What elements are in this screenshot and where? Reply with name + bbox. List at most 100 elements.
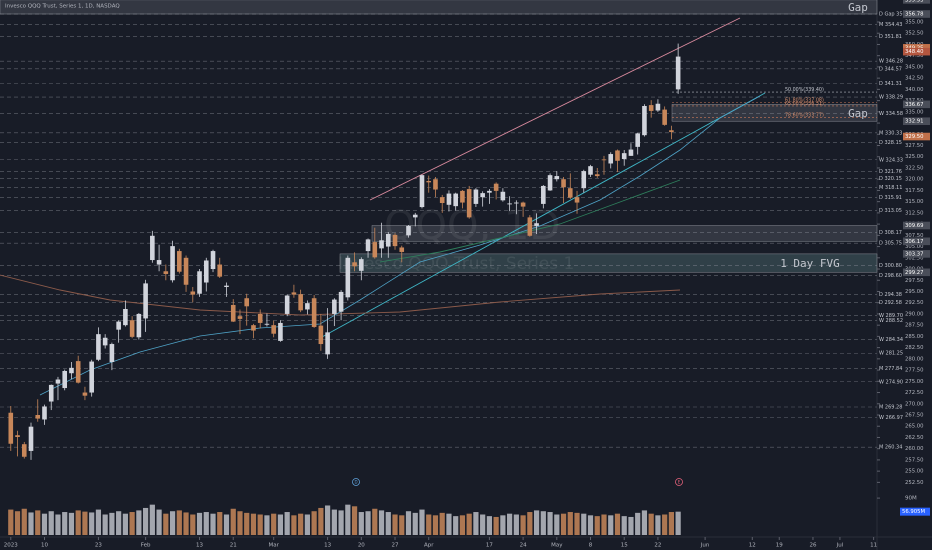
price-box (903, 44, 930, 52)
level-label: M 330.33 (879, 130, 902, 136)
candle-body (419, 175, 425, 208)
volume-bar (358, 512, 364, 535)
candle-body (406, 225, 411, 236)
candle-body (365, 239, 371, 252)
level-label: D 300.80 (879, 263, 902, 269)
candle-body (109, 344, 115, 362)
candle-body (136, 313, 142, 338)
candle-body (615, 150, 620, 161)
candle-body (284, 295, 290, 314)
y-tick-label: 280.00 (905, 356, 924, 362)
x-tick-label: 23 (95, 543, 102, 549)
volume-bar (513, 514, 519, 535)
candle-body (446, 193, 452, 205)
volume-bar (635, 512, 641, 535)
level-label: M 277.84 (879, 366, 902, 372)
y-tick-label: 257.50 (905, 457, 924, 463)
y-tick-label: 252.50 (905, 480, 924, 486)
y-tick-label: 307.50 (905, 233, 924, 239)
candle-body (594, 174, 600, 177)
candle-body (426, 180, 432, 183)
y-tick-label: 347.50 (905, 53, 924, 59)
candle-body (493, 183, 499, 191)
level-label: D 341.31 (879, 81, 902, 87)
candle-body (466, 189, 472, 218)
y-tick-label: 292.50 (905, 300, 924, 306)
level-label: W 324.33 (879, 157, 903, 163)
candle-body (35, 414, 41, 419)
volume-bar (163, 513, 169, 535)
zone-edge-label: 359.93 (905, 0, 924, 3)
y-tick-label: 265.00 (905, 424, 924, 430)
candle-body (567, 188, 573, 198)
zone-edge-box (903, 0, 930, 4)
level-label: D 308.17 (879, 230, 902, 236)
candle-body (561, 179, 566, 188)
zone-edge-box (903, 221, 930, 230)
candle-body (372, 242, 378, 258)
x-tick-label: Apr (424, 543, 434, 549)
candle-body (453, 193, 458, 207)
event-marker-label: D (354, 480, 357, 485)
candle-body (581, 171, 587, 189)
x-tick-label: May (551, 543, 563, 549)
candle-body (480, 193, 485, 198)
x-tick-label: 20 (358, 543, 365, 549)
candle-body (230, 304, 236, 322)
volume-bar (75, 510, 81, 535)
candle-body (21, 444, 27, 457)
y-tick-label: 322.50 (905, 165, 924, 171)
candle-body (338, 291, 344, 312)
volume-bar (385, 512, 391, 535)
y-tick-label: 315.00 (905, 199, 924, 205)
volume-bar (28, 512, 34, 535)
y-tick-label: 270.00 (905, 401, 924, 407)
zone-edge-label: 303.37 (905, 251, 924, 257)
candle-body (156, 260, 162, 265)
candle-body (642, 105, 647, 136)
y-tick-label: 262.50 (905, 435, 924, 441)
candle-body (298, 294, 303, 311)
x-tick-label: 21 (230, 543, 237, 549)
level-label: D 294.38 (879, 292, 902, 298)
candle-body (621, 153, 627, 159)
fib-label: 65.00%(336.31) (785, 101, 824, 107)
candle-body (655, 103, 661, 111)
candle-body (385, 233, 391, 247)
volume-bar (291, 515, 297, 535)
volume-bar (237, 511, 243, 535)
y-tick-label: 267.50 (905, 412, 924, 418)
volume-bar (41, 513, 48, 535)
level-label: W 289.70 (879, 313, 903, 319)
y-tick-label: 277.50 (905, 368, 924, 374)
candle-body (392, 234, 398, 247)
volume-bar (149, 504, 155, 535)
fib-label: 61.80%(337.08) (785, 97, 824, 103)
volume-bar (230, 508, 236, 535)
level-label: W 266.97 (879, 415, 903, 421)
x-tick-label: 19 (776, 543, 783, 549)
candle-body (399, 247, 405, 252)
volume-bar (507, 513, 513, 535)
candle-body (15, 435, 20, 438)
x-tick-label: Feb (141, 543, 151, 549)
zone-edge-label: 356.78 (905, 12, 924, 18)
x-tick-label: 22 (654, 543, 661, 549)
zone-edge-box (903, 237, 930, 246)
zone (371, 225, 878, 242)
volume-bar (331, 509, 337, 535)
candle-body (527, 217, 533, 236)
candle-body (48, 384, 54, 402)
volume-bar (129, 512, 135, 535)
candle-body (325, 332, 330, 355)
candle-body (291, 292, 297, 295)
y-tick-label: 355.00 (905, 20, 924, 26)
candle-body (359, 259, 364, 271)
candle-body (305, 303, 310, 310)
volume-bar (345, 504, 351, 535)
volume-bar (82, 511, 88, 535)
candle-body (473, 189, 479, 204)
x-tick-label: Jun (700, 543, 710, 549)
candle-body (102, 337, 108, 346)
